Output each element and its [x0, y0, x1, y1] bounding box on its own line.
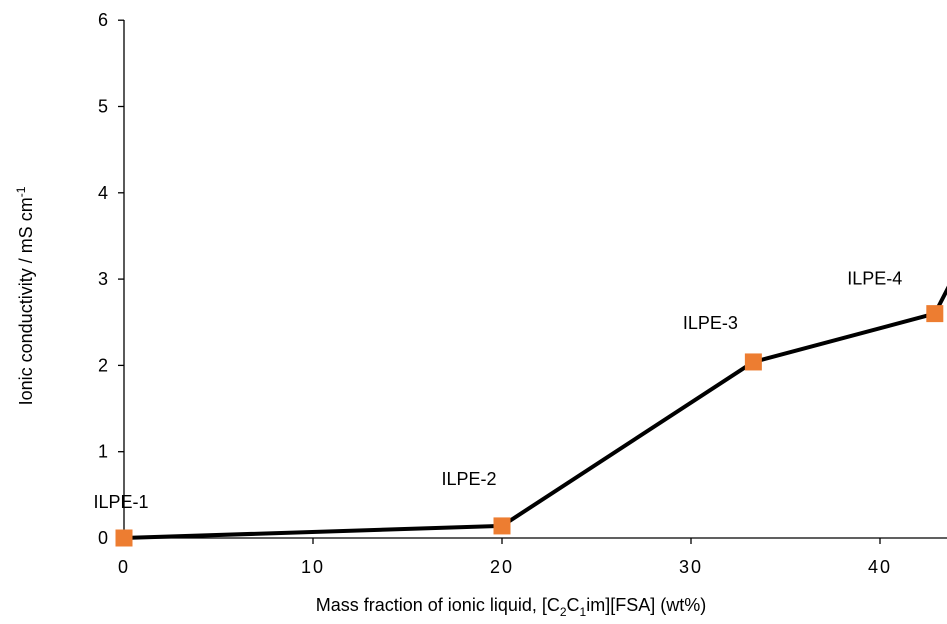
y-tick-label: 1	[98, 442, 108, 462]
y-tick-label: 4	[98, 183, 108, 203]
data-point-label: ILPE-3	[683, 313, 738, 333]
data-point-marker	[744, 353, 762, 371]
x-axis-title-sub2: 1	[580, 605, 587, 619]
series-line	[123, 285, 947, 540]
x-axis: 01020304050	[118, 537, 947, 577]
x-tick-label: 40	[868, 557, 892, 577]
y-tick-label: 2	[98, 355, 108, 375]
x-axis-title-suffix: im][FSA] (wt%)	[586, 595, 706, 615]
x-tick-label: 0	[118, 557, 130, 577]
data-point-label: ILPE-1	[93, 492, 148, 512]
x-axis-title-mid: C	[567, 595, 580, 615]
data-point-marker	[926, 305, 944, 323]
y-tick-label: 3	[98, 269, 108, 289]
y-ticks: 0 1 2 3 4 5 6	[98, 10, 124, 548]
y-axis-title-main: Ionic conductivity / mS cm	[16, 197, 36, 405]
x-axis-title-prefix: Mass fraction of ionic liquid, [C	[316, 595, 560, 615]
data-point-marker	[493, 517, 511, 535]
data-point-label: ILPE-2	[441, 469, 496, 489]
x-tick-label: 20	[490, 557, 514, 577]
x-axis-title: Mass fraction of ionic liquid, [C2C1im][…	[316, 595, 706, 619]
data-point-marker	[115, 529, 133, 547]
y-tick-label: 6	[98, 10, 108, 30]
x-tick-label: 10	[301, 557, 325, 577]
y-tick-label: 5	[98, 97, 108, 117]
y-tick-label: 0	[98, 528, 108, 548]
y-axis-title-sup: -1	[14, 186, 28, 197]
y-axis: 0 1 2 3 4 5 6	[98, 10, 125, 548]
x-ticks: 01020304050	[118, 538, 892, 577]
x-tick-label: 30	[679, 557, 703, 577]
data-point-label: ILPE-4	[847, 269, 902, 289]
y-axis-title: Ionic conductivity / mS cm-1	[14, 186, 36, 405]
x-axis-title-sub1: 2	[560, 605, 567, 619]
